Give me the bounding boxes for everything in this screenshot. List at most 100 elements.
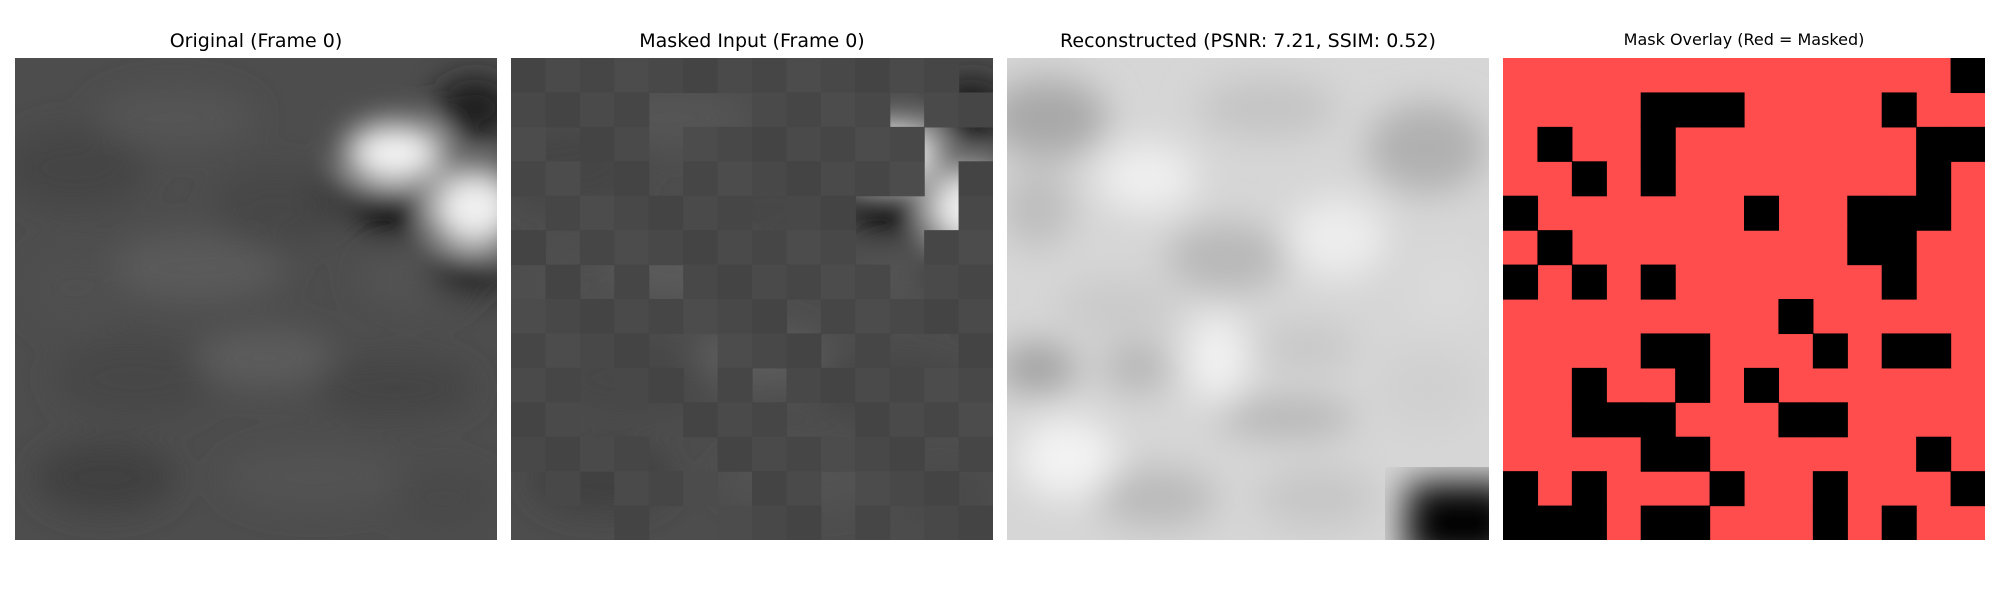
masked-patch xyxy=(717,195,753,231)
masked-patch xyxy=(958,333,993,369)
masked-patch xyxy=(820,161,856,197)
visible-patch xyxy=(1640,92,1676,128)
masked-patch xyxy=(786,230,822,266)
masked-patch xyxy=(924,299,960,335)
masked-patch xyxy=(786,471,822,507)
masked-patch xyxy=(958,436,993,472)
masked-patch xyxy=(648,230,684,266)
masked-patch xyxy=(924,505,960,540)
masked-patch xyxy=(683,195,719,231)
masked-patch xyxy=(752,333,788,369)
masked-patch xyxy=(579,230,615,266)
masked-patch xyxy=(855,92,891,128)
masked-patch xyxy=(614,195,650,231)
masked-patch xyxy=(855,471,891,507)
masked-patch xyxy=(511,58,547,94)
visible-patch xyxy=(1950,58,1985,94)
masked-patch xyxy=(924,402,960,438)
masked-patch xyxy=(752,126,788,162)
masked-patch xyxy=(889,436,925,472)
visible-patch xyxy=(1571,402,1607,438)
masked-patch xyxy=(752,505,788,540)
masked-patch xyxy=(683,402,719,438)
image-reconstructed xyxy=(1007,58,1489,540)
masked-patch xyxy=(717,161,753,197)
masked-patch xyxy=(752,264,788,300)
masked-patch xyxy=(786,58,822,94)
masked-patch xyxy=(958,92,993,128)
visible-patch xyxy=(1606,402,1642,438)
masked-patch xyxy=(889,367,925,403)
masked-patch xyxy=(855,402,891,438)
panel-original: Original (Frame 0) xyxy=(15,0,497,600)
masked-patch xyxy=(855,333,891,369)
masked-patch xyxy=(545,92,581,128)
visible-patch xyxy=(1916,436,1952,472)
masked-patch xyxy=(579,195,615,231)
masked-patch xyxy=(786,195,822,231)
masked-patch xyxy=(752,58,788,94)
visible-patch xyxy=(1881,195,1917,231)
visible-patch xyxy=(1571,161,1607,197)
masked-patch xyxy=(614,299,650,335)
masked-patch xyxy=(752,230,788,266)
masked-patch xyxy=(889,58,925,94)
visible-patch xyxy=(1503,471,1539,507)
visible-patch xyxy=(1537,126,1573,162)
visible-patch xyxy=(1709,471,1745,507)
masked-patch xyxy=(889,299,925,335)
masked-patch xyxy=(545,471,581,507)
masked-patch xyxy=(614,436,650,472)
masked-patch xyxy=(786,367,822,403)
masked-patch xyxy=(717,402,753,438)
masked-patch xyxy=(511,126,547,162)
masked-patch xyxy=(614,333,650,369)
visible-patch xyxy=(1640,333,1676,369)
masked-patch xyxy=(820,92,856,128)
masked-patch xyxy=(820,299,856,335)
masked-patch xyxy=(614,92,650,128)
visible-patch xyxy=(1881,333,1917,369)
masked-patch xyxy=(511,299,547,335)
masked-patch xyxy=(889,161,925,197)
visible-patch xyxy=(1640,436,1676,472)
masked-patch xyxy=(820,126,856,162)
masked-patch xyxy=(511,92,547,128)
image-masked-input xyxy=(511,58,993,540)
masked-patch xyxy=(614,264,650,300)
visible-patch xyxy=(1881,230,1917,266)
masked-patch xyxy=(889,471,925,507)
masked-patch xyxy=(545,333,581,369)
visible-patch xyxy=(1675,505,1711,540)
visible-patch xyxy=(1881,264,1917,300)
masked-patch xyxy=(717,436,753,472)
visible-patch xyxy=(1640,402,1676,438)
masked-patch xyxy=(545,299,581,335)
masked-patch xyxy=(648,58,684,94)
masked-patch xyxy=(683,299,719,335)
visible-patch xyxy=(1812,471,1848,507)
visible-patch xyxy=(1778,299,1814,335)
masked-patch xyxy=(683,126,719,162)
masked-patch xyxy=(820,230,856,266)
masked-patch xyxy=(545,58,581,94)
visible-patch xyxy=(1812,333,1848,369)
image-mask-overlay xyxy=(1503,58,1985,540)
masked-patch xyxy=(752,92,788,128)
masked-patch-layer xyxy=(511,58,993,540)
masked-patch xyxy=(648,471,684,507)
masked-patch xyxy=(614,471,650,507)
masked-patch xyxy=(648,299,684,335)
masked-patch xyxy=(579,58,615,94)
visible-patch xyxy=(1744,367,1780,403)
visible-patch xyxy=(1950,471,1985,507)
masked-patch xyxy=(958,230,993,266)
visible-patch xyxy=(1503,195,1539,231)
visible-patch xyxy=(1881,92,1917,128)
masked-patch xyxy=(717,505,753,540)
masked-patch xyxy=(924,471,960,507)
visible-patch xyxy=(1812,505,1848,540)
masked-patch xyxy=(855,161,891,197)
visible-patch xyxy=(1571,471,1607,507)
masked-patch xyxy=(717,230,753,266)
